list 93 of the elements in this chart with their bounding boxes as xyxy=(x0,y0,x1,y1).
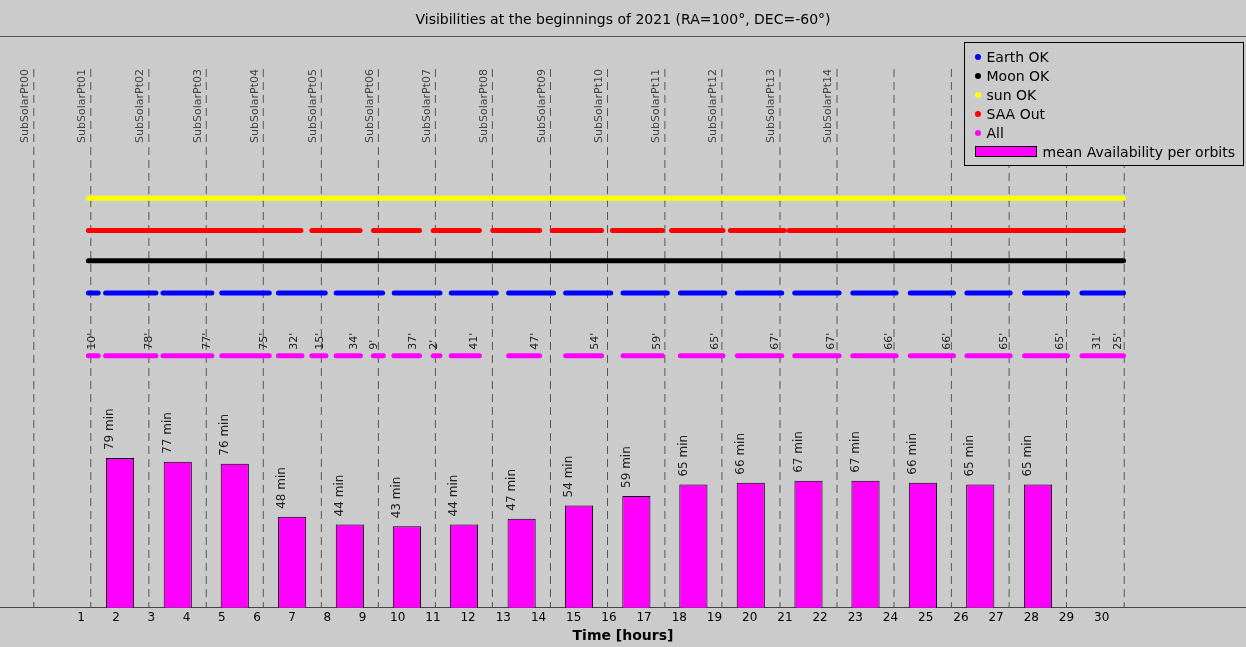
data-label: 76 min xyxy=(216,413,231,456)
ref-line-label: SubSolarPt04 xyxy=(247,69,261,143)
annotation: 31' xyxy=(1089,332,1103,350)
x-tick-label: 13 xyxy=(495,610,511,625)
x-tick-label: 30 xyxy=(1094,610,1110,625)
annotation: 67' xyxy=(767,332,781,350)
annotation: 66' xyxy=(939,332,953,350)
data-label: 54 min xyxy=(561,455,576,498)
ref-line-label: SubSolarPt11 xyxy=(649,69,663,143)
annotation: 9' xyxy=(367,339,381,350)
legend-label: All xyxy=(986,124,1004,141)
ref-line-label: SubSolarPt07 xyxy=(419,69,433,143)
x-tick-label: 5 xyxy=(217,610,226,625)
annotation: 65' xyxy=(708,332,722,350)
ref-line-label: SubSolarPt09 xyxy=(534,69,548,143)
data-label: 65 min xyxy=(675,434,690,477)
annotation: 25' xyxy=(1111,332,1124,350)
annotation: 41' xyxy=(466,332,480,350)
x-tick-label: 11 xyxy=(425,610,441,625)
x-tick-label: 28 xyxy=(1023,610,1039,625)
data-label: 67 min xyxy=(790,431,805,473)
data-label: 44 min xyxy=(446,474,461,517)
x-tick-label: 12 xyxy=(460,610,476,625)
x-tick-label: 7 xyxy=(288,610,296,625)
annotation: 34' xyxy=(346,332,360,350)
x-tick-label: 3 xyxy=(147,610,156,625)
data-label: 67 min xyxy=(847,431,862,473)
legend-label: Earth OK xyxy=(986,48,1049,65)
x-axis-title: Time [hours] xyxy=(572,627,674,644)
annotation: 54' xyxy=(587,332,601,350)
annotation: 67' xyxy=(824,332,838,350)
legend-label: Moon OK xyxy=(986,67,1050,84)
legend-label: SAA Out xyxy=(986,105,1046,122)
ref-line-label: SubSolarPt00 xyxy=(18,69,32,143)
annotation: 32' xyxy=(287,332,301,350)
ref-line-label: SubSolarPt01 xyxy=(75,69,89,143)
x-tick-label: 8 xyxy=(323,610,332,625)
annotation: 66' xyxy=(881,332,895,350)
data-label: 66 min xyxy=(905,432,920,475)
x-tick-label: 14 xyxy=(530,610,547,625)
x-tick-label: 21 xyxy=(777,610,793,625)
x-tick-label: 4 xyxy=(182,610,191,625)
x-tick-label: 23 xyxy=(847,610,863,625)
annotation: 15' xyxy=(313,332,327,350)
ref-line-label: SubSolarPt03 xyxy=(190,69,204,143)
x-tick-label: 27 xyxy=(988,610,1004,625)
data-label: 65 min xyxy=(1020,434,1035,477)
annotation: 65' xyxy=(996,332,1010,350)
annotation: 65' xyxy=(1053,332,1067,350)
annotation: 78' xyxy=(142,332,156,350)
data-label: 65 min xyxy=(962,434,977,477)
x-tick-label: 24 xyxy=(882,610,899,625)
ref-line-label: SubSolarPt14 xyxy=(821,69,835,143)
x-tick-label: 9 xyxy=(358,610,367,625)
ref-line-label: SubSolarPt02 xyxy=(133,69,147,143)
annotation: 77' xyxy=(200,332,214,350)
data-label: 77 min xyxy=(159,412,174,454)
x-tick-label: 22 xyxy=(812,610,828,625)
x-tick-label: 29 xyxy=(1058,610,1075,625)
x-tick-label: 25 xyxy=(918,610,934,625)
annotation: 10' xyxy=(85,332,99,350)
x-tick-label: 2 xyxy=(112,610,120,625)
x-tick-label: 20 xyxy=(742,610,758,625)
x-tick-label: 17 xyxy=(636,610,652,625)
annotation: 75' xyxy=(257,332,271,350)
data-label: 59 min xyxy=(618,446,633,488)
annotation: 47' xyxy=(527,332,541,350)
data-label: 66 min xyxy=(732,432,747,475)
data-label: 48 min xyxy=(274,467,289,509)
annotation: 2' xyxy=(426,339,440,350)
ref-line-label: SubSolarPt10 xyxy=(591,69,605,143)
annotation: 37' xyxy=(405,332,419,350)
data-label: 79 min xyxy=(102,408,117,451)
x-tick-label: 1 xyxy=(77,610,85,625)
ref-line-label: SubSolarPt08 xyxy=(476,69,490,143)
ref-line-label: SubSolarPt05 xyxy=(305,69,319,143)
x-tick-label: 19 xyxy=(706,610,723,625)
data-label: 43 min xyxy=(389,476,404,519)
chart-title: Visibilities at the beginnings of 2021 (RA=100°, DEC=-60°) xyxy=(0,0,1246,37)
ref-line-label: SubSolarPt13 xyxy=(764,69,778,143)
ref-line-label: SubSolarPt12 xyxy=(706,69,720,143)
legend-label: mean Availability per orbits xyxy=(1042,143,1235,160)
ref-line-label: SubSolarPt06 xyxy=(362,69,376,143)
annotation: 59' xyxy=(649,332,663,350)
legend-label: sun OK xyxy=(986,86,1037,103)
data-label: 44 min xyxy=(331,474,346,517)
x-tick-label: 26 xyxy=(953,610,969,625)
data-label: 47 min xyxy=(503,468,518,511)
x-tick-label: 10 xyxy=(390,610,406,625)
x-tick-label: 15 xyxy=(566,610,582,625)
x-tick-label: 6 xyxy=(253,610,261,625)
x-tick-label: 18 xyxy=(671,610,687,625)
x-tick-label: 16 xyxy=(601,610,617,625)
